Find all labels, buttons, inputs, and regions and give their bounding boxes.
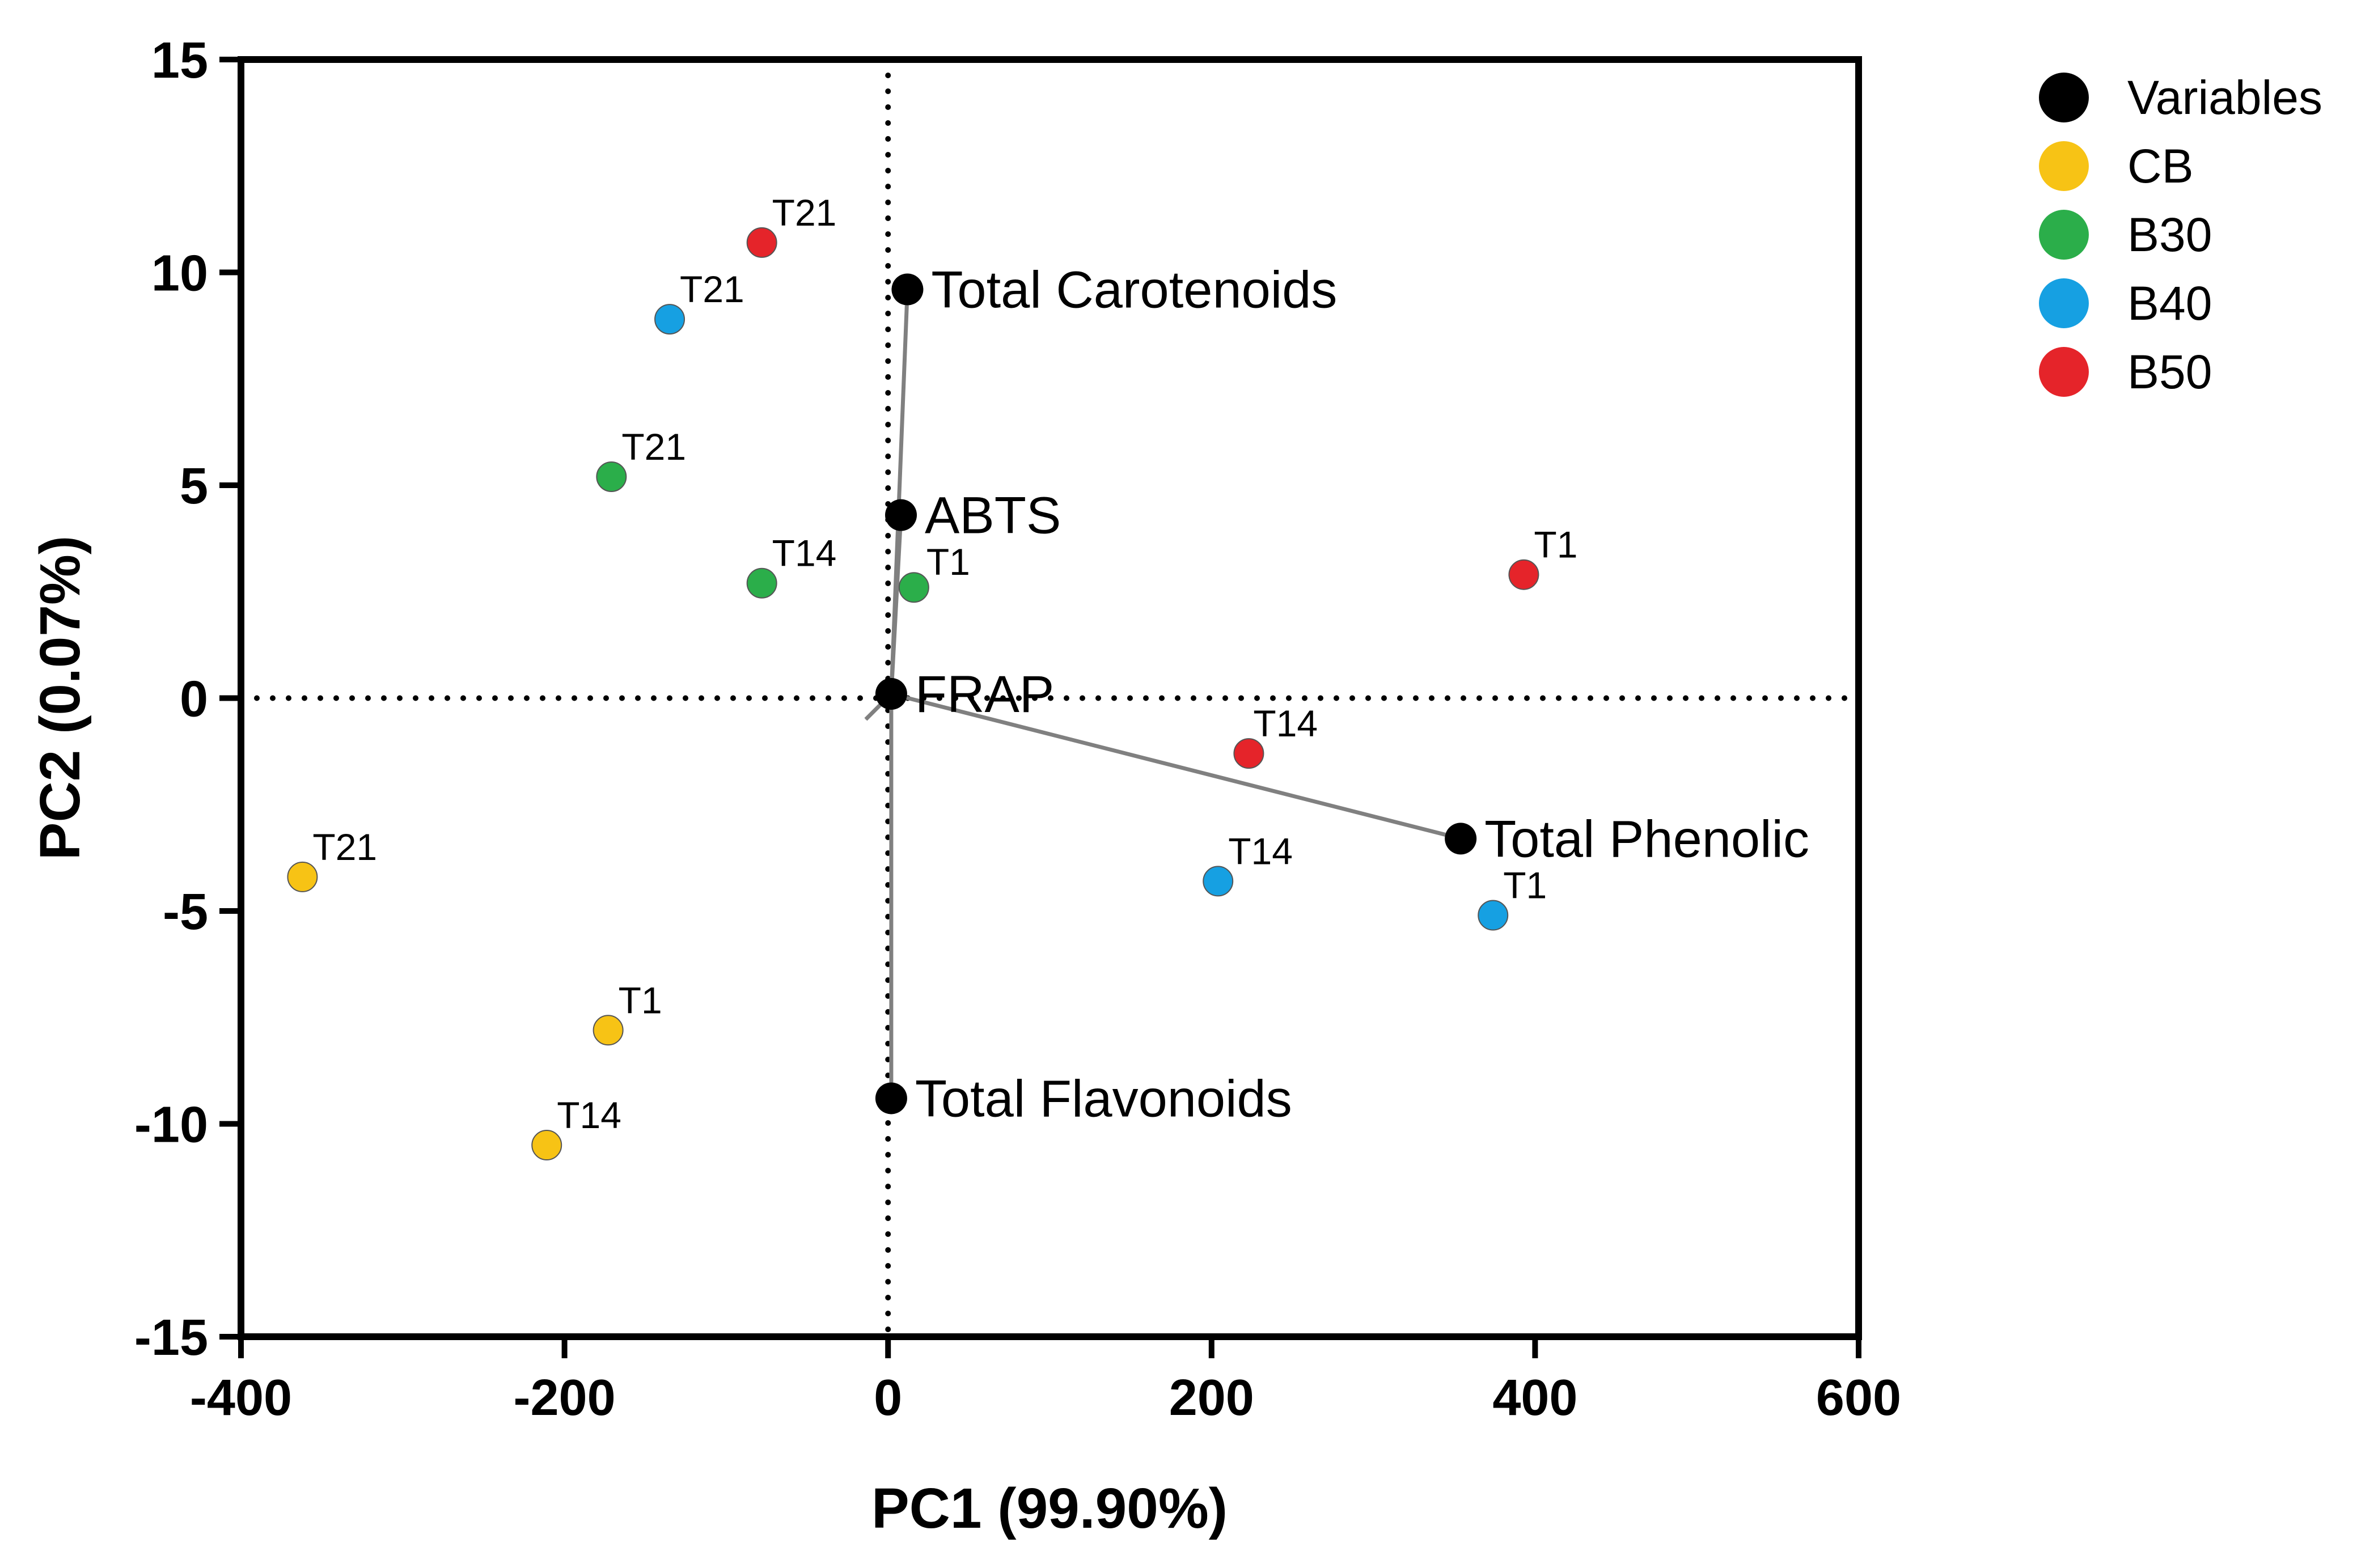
- point-label: T21: [680, 268, 744, 310]
- point-b40-t14: [1203, 866, 1234, 897]
- x-tick-label: 600: [1816, 1370, 1901, 1426]
- point-label: T21: [621, 426, 686, 468]
- variable-label: ABTS: [925, 487, 1061, 545]
- legend: Variables CB B30 B40 B50: [2039, 71, 2322, 399]
- y-tick-label: -5: [163, 884, 208, 940]
- y-tick-label: 15: [151, 32, 208, 89]
- point-b30-t1: [898, 572, 929, 603]
- x-tick-label: 0: [874, 1370, 902, 1426]
- point-cb-t21: [287, 861, 318, 892]
- y-tick-label: 0: [180, 671, 208, 728]
- point-b40-t21: [654, 304, 685, 335]
- legend-marker-cb: [2039, 141, 2089, 191]
- point-b50-t14: [1233, 738, 1264, 769]
- point-label: T14: [1228, 830, 1293, 872]
- point-b30-t21: [596, 461, 627, 492]
- reference-lines: [238, 57, 1861, 1340]
- loading-arrow: [891, 692, 1446, 837]
- point-cb-t14: [531, 1130, 562, 1161]
- x-tick-label: -200: [514, 1370, 616, 1426]
- variable-point-abts: [885, 499, 917, 531]
- y-tick-label: 5: [180, 458, 208, 515]
- point-b50-t1: [1508, 559, 1539, 590]
- legend-marker-b50: [2039, 347, 2089, 397]
- variable-point-total-flavonoids: [875, 1082, 907, 1114]
- point-label: T1: [926, 541, 970, 583]
- legend-label: Variables: [2127, 71, 2322, 124]
- legend-label: B50: [2127, 345, 2212, 399]
- legend-label: B30: [2127, 208, 2212, 261]
- point-b40-t1: [1478, 900, 1509, 931]
- variable-point-total-carotenoids: [891, 273, 924, 306]
- point-label: T14: [557, 1094, 621, 1136]
- variable-label: Total Phenolic: [1484, 810, 1809, 868]
- point-label: T14: [772, 532, 837, 574]
- y-tick-label: -15: [134, 1310, 208, 1366]
- variable-point-total-phenolic: [1445, 823, 1477, 855]
- point-label: T21: [772, 192, 837, 234]
- legend-marker-b40: [2039, 278, 2089, 328]
- y-tick-label: 10: [151, 245, 208, 302]
- point-label: T1: [1534, 524, 1577, 566]
- point-b50-t21: [746, 227, 777, 258]
- variable-label: FRAP: [915, 666, 1054, 723]
- y-axis-title: PC2 (0.07%): [28, 536, 92, 860]
- x-axis-title: PC1 (99.90%): [871, 1477, 1228, 1540]
- variable-point-frap: [875, 677, 907, 710]
- legend-marker-variables: [2039, 73, 2089, 122]
- y-axis: -15 -10 -5 0 5 10 15: [134, 32, 241, 1366]
- point-b30-t14: [746, 567, 777, 599]
- point-label: T21: [312, 826, 377, 868]
- legend-marker-b30: [2039, 210, 2089, 260]
- loading-arrow: [889, 530, 903, 694]
- x-tick-label: 400: [1492, 1370, 1577, 1426]
- x-tick-label: 200: [1169, 1370, 1254, 1426]
- x-tick-label: -400: [190, 1370, 292, 1426]
- x-axis: -400 -200 0 200 400 600: [190, 1337, 1901, 1426]
- point-label: T1: [619, 979, 662, 1021]
- legend-label: B40: [2127, 277, 2212, 330]
- point-cb-t1: [593, 1015, 624, 1046]
- legend-label: CB: [2127, 139, 2194, 193]
- point-label: T1: [1503, 864, 1547, 906]
- point-label: T14: [1253, 702, 1318, 744]
- variable-label: Total Flavonoids: [915, 1070, 1292, 1128]
- sample-points: T21 T1 T14 T21 T14 T1 T21 T14 T1 T21 T1 T14: [287, 192, 1577, 1161]
- variable-label: Total Carotenoids: [931, 261, 1337, 319]
- y-tick-label: -10: [134, 1097, 208, 1154]
